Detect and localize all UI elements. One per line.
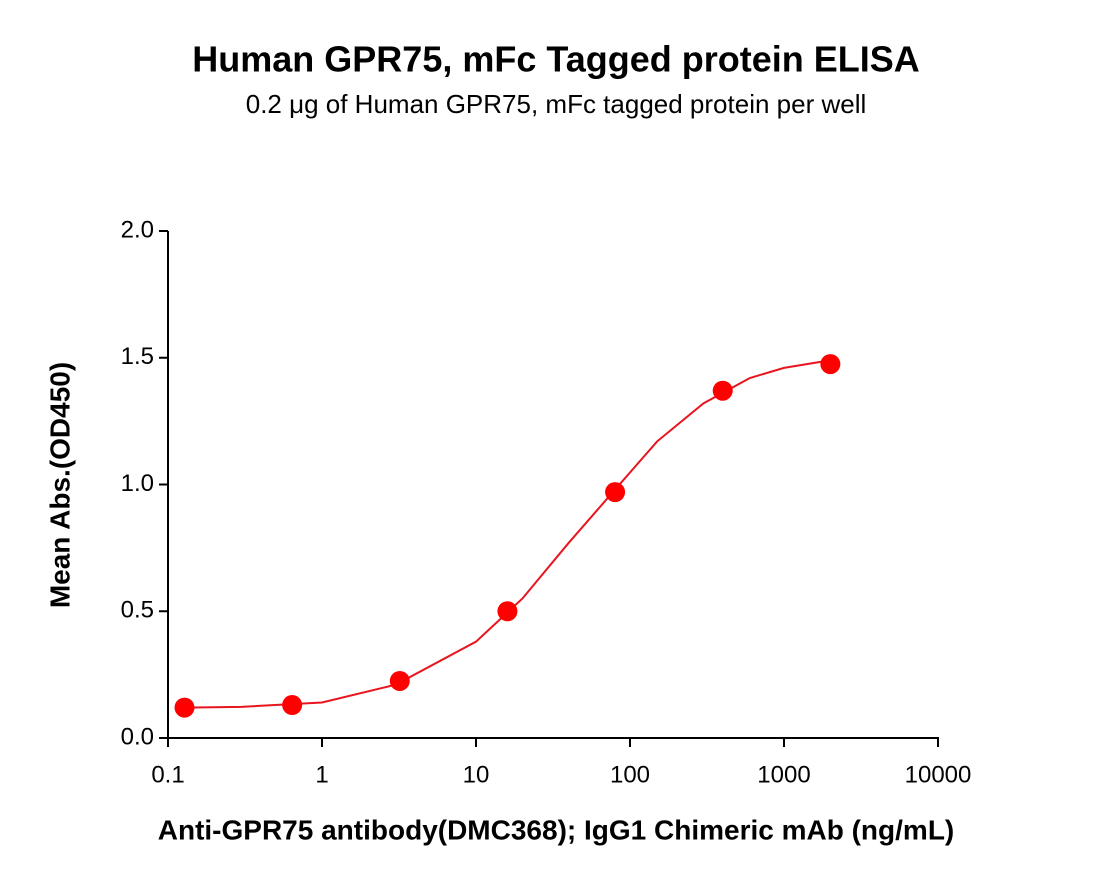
x-tick-label: 10000 (905, 761, 972, 788)
chart-subtitle: 0.2 μg of Human GPR75, mFc tagged protei… (246, 89, 867, 119)
chart-title: Human GPR75, mFc Tagged protein ELISA (192, 39, 919, 80)
data-point (282, 695, 303, 716)
y-tick-label: 0.0 (121, 723, 154, 750)
x-tick-label: 10 (463, 761, 490, 788)
data-point (174, 697, 195, 718)
data-point (389, 670, 410, 691)
x-tick-label: 1000 (757, 761, 810, 788)
x-tick-label: 1 (315, 761, 328, 788)
y-tick-label: 1.5 (121, 343, 154, 370)
y-tick-label: 1.0 (121, 470, 154, 497)
y-tick-label: 2.0 (121, 216, 154, 243)
y-tick-label: 0.5 (121, 597, 154, 624)
x-tick-label: 0.1 (151, 761, 184, 788)
x-axis-title: Anti-GPR75 antibody(DMC368); IgG1 Chimer… (158, 814, 955, 845)
data-point (820, 354, 841, 375)
fit-curve (184, 359, 831, 709)
data-point (712, 380, 733, 401)
data-point (605, 482, 626, 503)
x-tick-label: 100 (610, 761, 650, 788)
y-axis-title: Mean Abs.(OD450) (44, 362, 75, 608)
data-point (497, 601, 518, 622)
